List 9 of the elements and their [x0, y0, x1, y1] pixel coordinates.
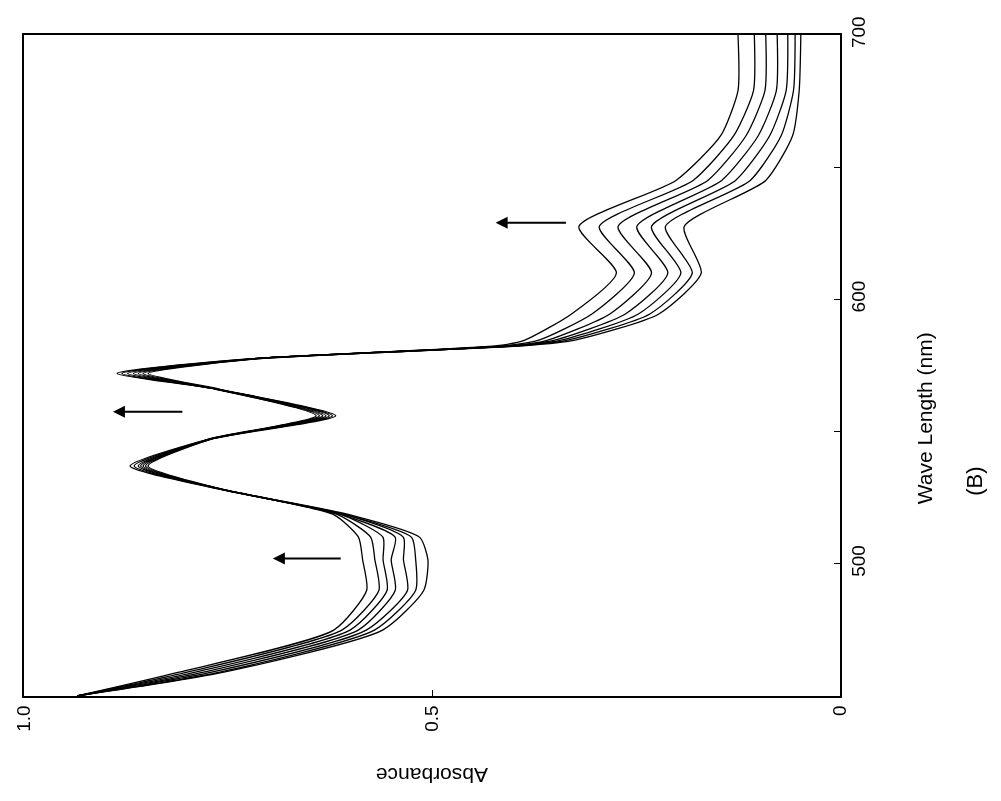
x-axis-title: Absorbance [375, 764, 488, 788]
y-tick-label: 500 [847, 545, 869, 577]
text: (B) [962, 466, 988, 496]
y-tick-label: 700 [847, 16, 869, 48]
y-axis-title: Wave Length (nm) [913, 332, 937, 505]
x-tick-label: 0.5 [421, 705, 443, 732]
x-tick-label: 0 [829, 705, 851, 716]
x-tick-label: 1.0 [13, 705, 35, 732]
y-tick-label: 600 [847, 280, 869, 313]
